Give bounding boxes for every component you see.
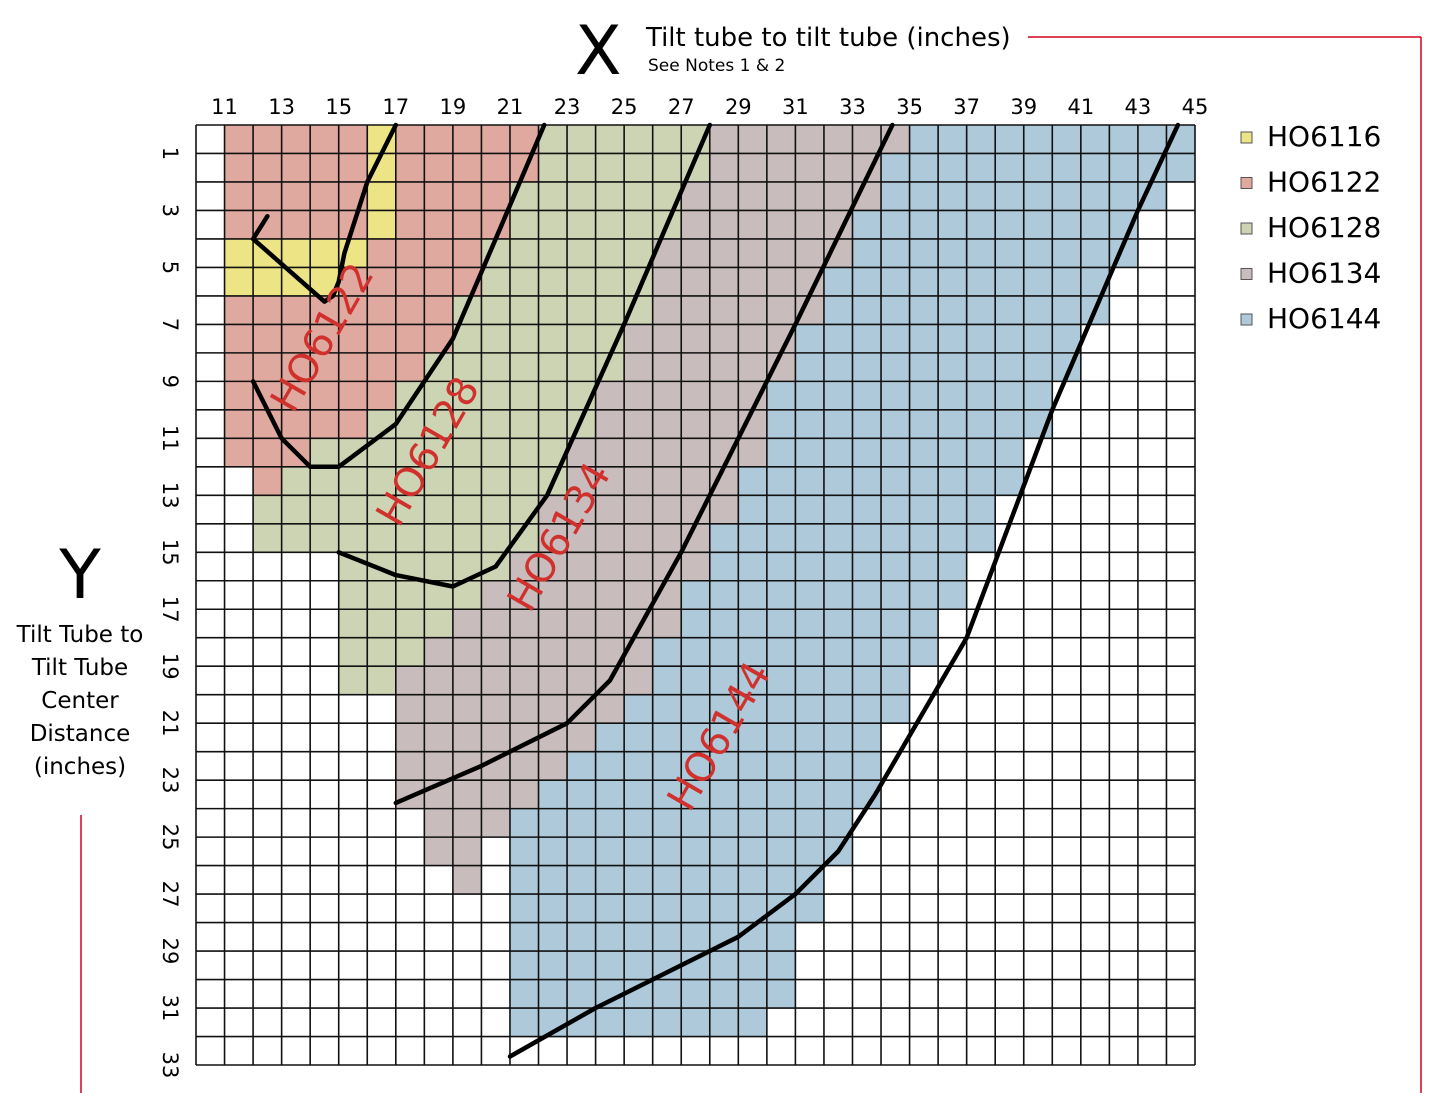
region-ho6122-row [253,466,282,496]
y-tick-label: 5 [158,261,182,274]
y-axis-title-line-2: Tilt Tube [31,655,128,681]
region-ho6122-row [224,409,368,439]
legend-swatch-ho6144 [1240,313,1253,326]
grid [195,124,1196,1066]
boundary-ho6116 [250,122,399,304]
x-tick-label: 11 [211,95,238,119]
x-tick-label: 19 [440,95,467,119]
y-tick-label: 15 [158,539,182,566]
y-axis-letter: Y [58,536,101,615]
x-tick-label: 29 [725,95,752,119]
region-ho6144-row [509,865,824,895]
legend-label-ho6128: HO6128 [1267,211,1381,244]
legend-swatch-ho6128 [1240,222,1253,235]
x-tick-labels: 11 13 15 17 19 21 23 25 27 29 31 33 35 37 39 41 43 45 [211,95,1208,119]
region-ho6116-row [367,210,396,239]
region-ho6122-row [224,352,425,382]
y-axis-title-line-5: (inches) [34,754,126,780]
legend-label-ho6116: HO6116 [1267,120,1381,153]
boundary-ho6134 [393,122,895,806]
region-ho6134-row [424,808,510,838]
y-tick-label: 7 [158,318,182,331]
y-axis-title-line-1: Tilt Tube to [16,622,144,648]
legend-swatch-ho6116 [1240,131,1253,144]
legend: HO6116 HO6122 HO6128 HO6134 HO6144 [1240,120,1381,335]
x-tick-label: 41 [1067,95,1094,119]
y-tick-label: 23 [158,767,182,794]
x-tick-label: 25 [611,95,638,119]
y-tick-label: 11 [158,425,182,452]
x-tick-label: 17 [382,95,409,119]
x-tick-label: 33 [839,95,866,119]
x-axis-letter: X [575,12,622,91]
legend-swatch-ho6134 [1240,268,1253,280]
y-tick-label: 17 [158,596,182,623]
region-ho6144-row [509,780,882,809]
x-tick-label: 31 [782,95,809,119]
region-ho6116-row [367,181,396,211]
y-tick-label: 1 [158,147,182,160]
region-ho6128-row [253,466,568,496]
boundary-ho6122 [250,122,547,470]
y-tick-label: 31 [158,995,182,1022]
region-ho6128-row [338,637,425,667]
x-tick-label: 39 [1010,95,1037,119]
y-axis-title-line-4: Distance [30,721,131,747]
legend-label-ho6144: HO6144 [1267,302,1381,335]
boundary-ho6144 [507,122,1181,1059]
x-tick-label: 21 [497,95,524,119]
x-axis-note: See Notes 1 & 2 [648,56,785,76]
y-tick-label: 19 [158,653,182,680]
x-tick-label: 13 [268,95,295,119]
x-tick-label: 15 [325,95,352,119]
x-tick-label: 35 [896,95,923,119]
x-tick-label: 37 [953,95,980,119]
x-axis-title: Tilt tube to tilt tube (inches) [645,23,1011,53]
y-tick-label: 21 [158,710,182,737]
x-tick-label: 43 [1125,95,1152,119]
y-tick-label: 29 [158,938,182,965]
y-tick-label: 3 [158,204,182,217]
y-tick-label: 33 [158,1052,182,1079]
y-tick-label: 9 [158,375,182,388]
region-ho6134-row [452,865,482,895]
y-axis-title-line-3: Center [41,688,119,714]
y-tick-label: 25 [158,824,182,851]
boundary-ho6128 [336,122,713,589]
x-tick-label: 23 [554,95,581,119]
legend-swatch-ho6122 [1240,177,1253,189]
y-tick-label: 27 [158,881,182,908]
x-tick-label: 27 [668,95,695,119]
legend-label-ho6122: HO6122 [1267,166,1381,199]
region-ho6134-row [395,723,596,752]
boundary-curves [250,122,1181,1059]
region-ho6144-row [509,751,882,781]
y-tick-label: 13 [158,482,182,509]
region-ho6144-row [509,894,824,923]
legend-label-ho6134: HO6134 [1267,257,1381,290]
x-tick-label: 45 [1182,95,1209,119]
